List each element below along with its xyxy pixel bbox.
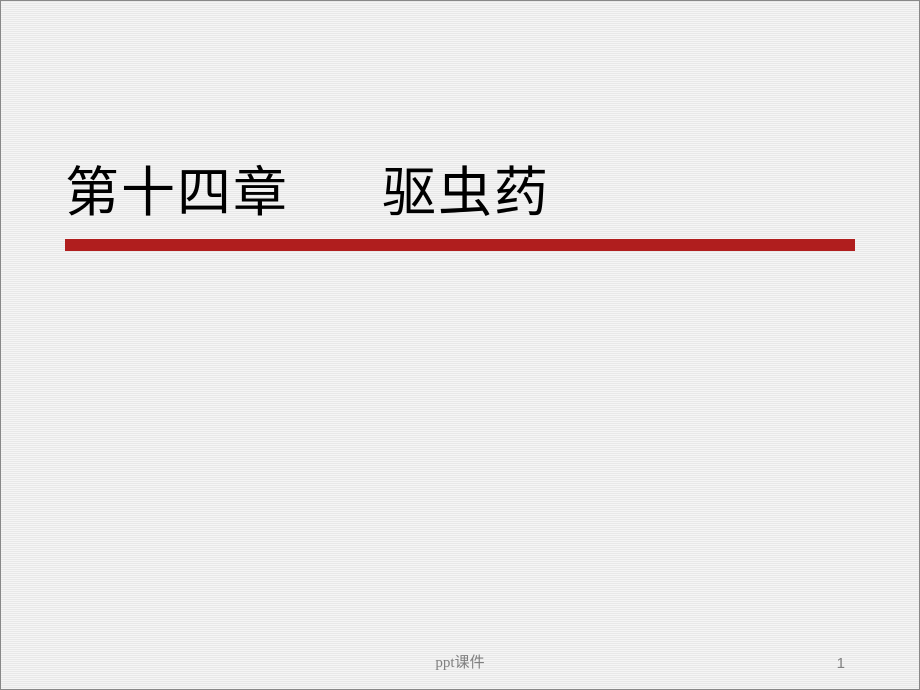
title-underline <box>65 239 855 251</box>
title-section: 第十四章 驱虫药 <box>65 148 855 251</box>
slide-title: 第十四章 驱虫药 <box>65 148 855 235</box>
slide-border <box>0 0 920 690</box>
page-number: 1 <box>837 655 845 672</box>
footer-label: ppt课件 <box>435 651 484 672</box>
slide-container: 第十四章 驱虫药 ppt课件 1 <box>0 0 920 690</box>
